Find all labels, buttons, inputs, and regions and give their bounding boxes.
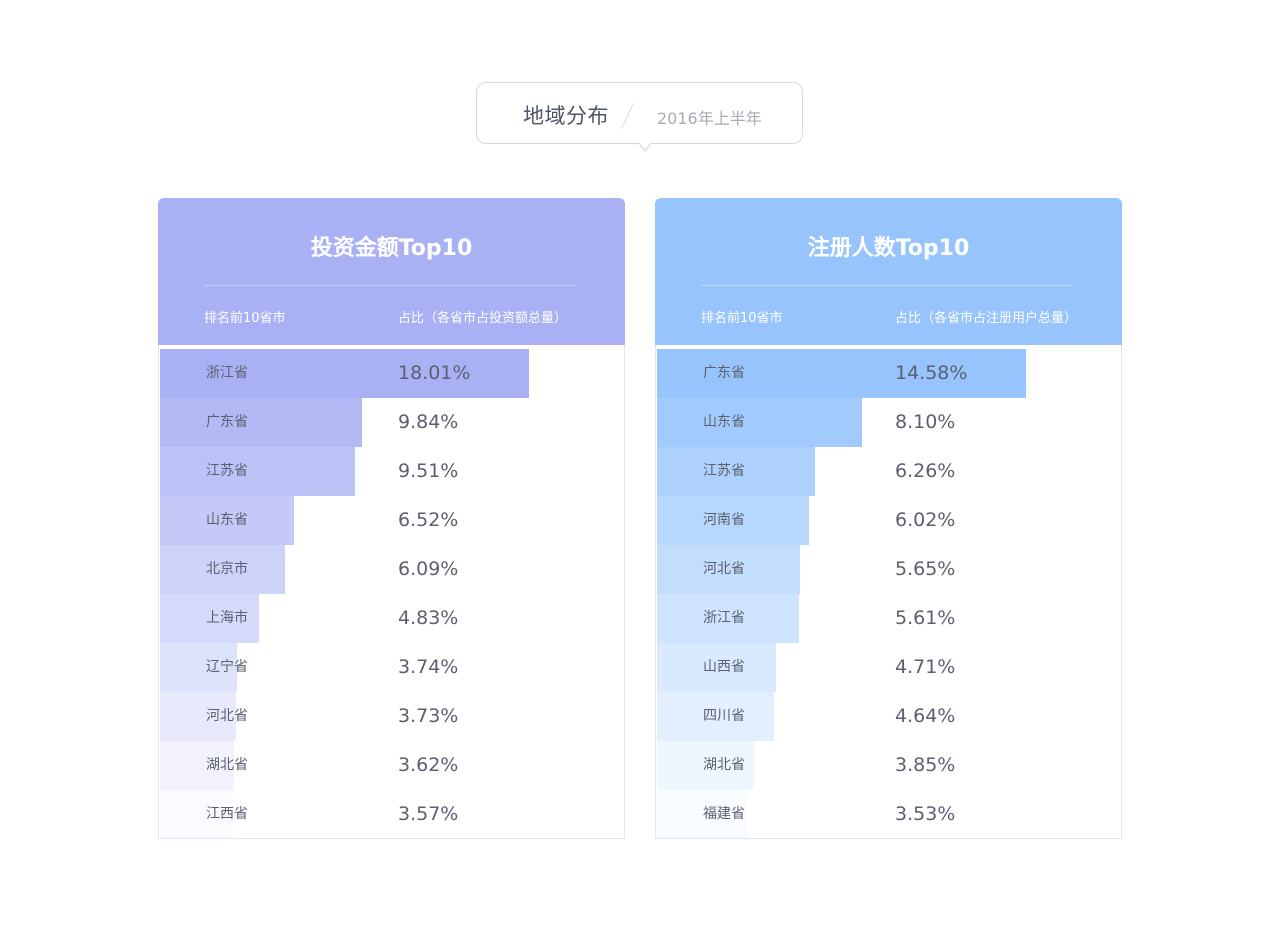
region-label: 广东省 xyxy=(703,365,745,381)
region-label: 湖北省 xyxy=(703,757,745,773)
registration-top10-panel: 注册人数Top10 排名前10省市 占比（各省市占注册用户总量） 广东省 14.5… xyxy=(655,198,1122,839)
bar-6 xyxy=(160,594,259,643)
share-value: 14.58% xyxy=(895,362,968,384)
region-label: 江苏省 xyxy=(703,463,745,479)
region-label: 上海市 xyxy=(206,610,248,626)
bar-9 xyxy=(657,741,754,790)
share-value: 5.65% xyxy=(895,558,956,580)
region-label: 河南省 xyxy=(703,512,745,528)
region-label: 福建省 xyxy=(703,806,745,822)
share-value: 6.09% xyxy=(398,558,459,580)
region-label: 浙江省 xyxy=(206,365,248,381)
share-value: 4.83% xyxy=(398,607,459,629)
bar-2 xyxy=(160,398,362,447)
bar-10 xyxy=(657,790,746,839)
column-header-share: 占比（各省市占投资额总量） xyxy=(398,311,568,326)
ranking-rows: 浙江省 18.01% 广东省 9.84% 江苏省 9.51% 山东省 6.52% 北京市 6.09… xyxy=(160,349,623,839)
share-value: 6.52% xyxy=(398,509,459,531)
bar-10 xyxy=(160,790,233,839)
bar-5 xyxy=(160,545,285,594)
share-value: 3.53% xyxy=(895,803,956,825)
share-value: 3.57% xyxy=(398,803,459,825)
region-label: 江苏省 xyxy=(206,463,248,479)
header-divider xyxy=(204,285,575,286)
share-value: 9.84% xyxy=(398,411,459,433)
region-label: 山西省 xyxy=(703,659,745,675)
section-title: 地域分布 xyxy=(523,104,609,128)
bar-8 xyxy=(657,692,774,741)
bar-2 xyxy=(657,398,862,447)
bar-1 xyxy=(657,349,1026,398)
panel-title: 注册人数Top10 xyxy=(807,236,970,261)
region-label: 四川省 xyxy=(703,708,745,724)
region-label: 辽宁省 xyxy=(206,659,248,675)
share-value: 4.71% xyxy=(895,656,956,678)
investment-top10-panel: 投资金额Top10 排名前10省市 占比（各省市占投资额总量） 浙江省 18.01… xyxy=(158,198,625,839)
region-label: 湖北省 xyxy=(206,757,248,773)
bar-3 xyxy=(657,447,815,496)
bar-4 xyxy=(160,496,294,545)
share-value: 3.74% xyxy=(398,656,459,678)
region-label: 山东省 xyxy=(206,512,248,528)
share-value: 3.85% xyxy=(895,754,956,776)
bar-5 xyxy=(657,545,800,594)
bar-7 xyxy=(657,643,776,692)
bar-1 xyxy=(160,349,529,398)
share-value: 3.73% xyxy=(398,705,459,727)
share-value: 4.64% xyxy=(895,705,956,727)
column-header-region: 排名前10省市 xyxy=(701,311,783,326)
bar-9 xyxy=(160,741,234,790)
region-label: 山东省 xyxy=(703,414,745,430)
bar-8 xyxy=(160,692,236,741)
bar-4 xyxy=(657,496,809,545)
column-header-region: 排名前10省市 xyxy=(204,311,286,326)
title-separator xyxy=(621,103,634,129)
region-label: 浙江省 xyxy=(703,610,745,626)
region-label: 广东省 xyxy=(206,414,248,430)
share-value: 8.10% xyxy=(895,411,956,433)
share-value: 9.51% xyxy=(398,460,459,482)
header-divider xyxy=(701,285,1072,286)
region-label: 河北省 xyxy=(703,561,745,577)
column-header-share: 占比（各省市占注册用户总量） xyxy=(895,311,1078,326)
bar-3 xyxy=(160,447,355,496)
share-value: 6.26% xyxy=(895,460,956,482)
ranking-rows: 广东省 14.58% 山东省 8.10% 江苏省 6.26% 河南省 6.02% 河北省 5.65… xyxy=(657,349,1120,839)
share-value: 5.61% xyxy=(895,607,956,629)
section-header-bubble: 地域分布 2016年上半年 xyxy=(476,82,803,144)
share-value: 6.02% xyxy=(895,509,956,531)
panel-header: 注册人数Top10 排名前10省市 占比（各省市占注册用户总量） xyxy=(655,198,1122,345)
region-label: 江西省 xyxy=(206,806,248,822)
section-subtitle: 2016年上半年 xyxy=(657,109,762,128)
region-label: 北京市 xyxy=(206,561,248,577)
region-label: 河北省 xyxy=(206,708,248,724)
bubble-pointer-fill xyxy=(639,142,651,150)
bar-6 xyxy=(657,594,799,643)
bar-7 xyxy=(160,643,237,692)
panel-title: 投资金额Top10 xyxy=(310,236,473,261)
panel-header: 投资金额Top10 排名前10省市 占比（各省市占投资额总量） xyxy=(158,198,625,345)
share-value: 18.01% xyxy=(398,362,471,384)
share-value: 3.62% xyxy=(398,754,459,776)
